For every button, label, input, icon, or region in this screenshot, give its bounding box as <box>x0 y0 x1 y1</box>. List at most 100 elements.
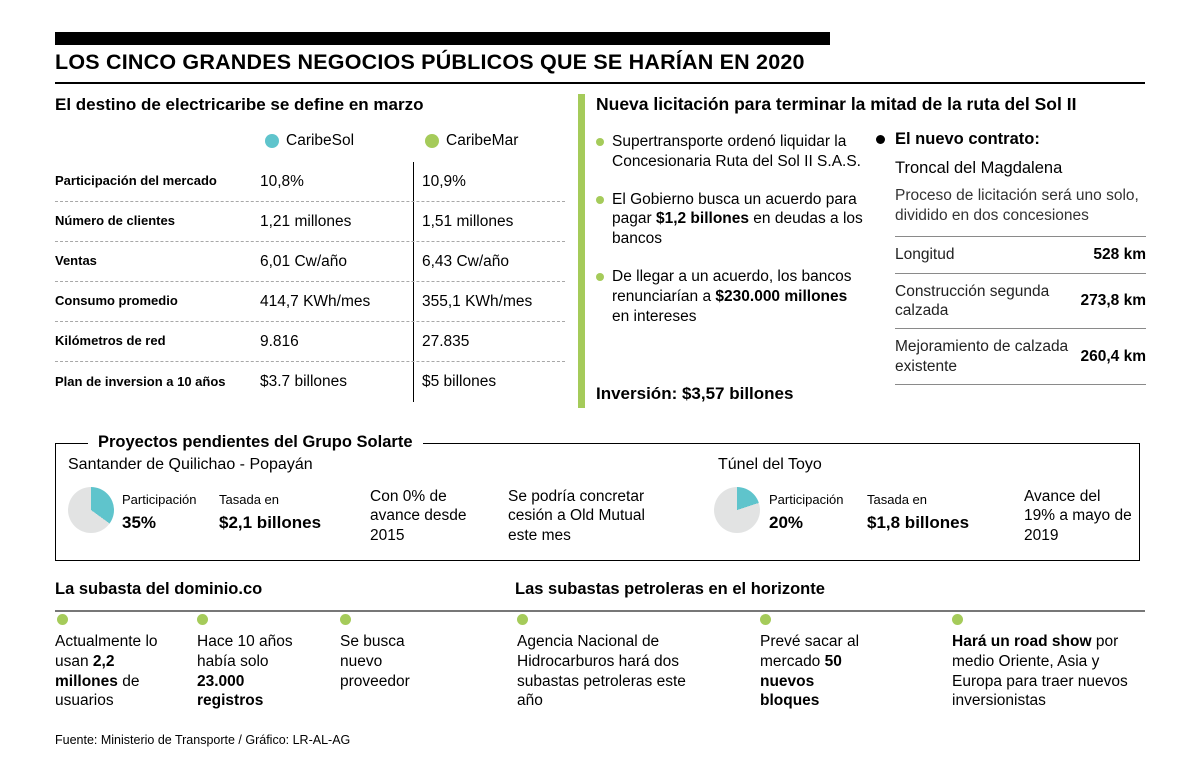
participation-label: Participación <box>122 492 197 507</box>
text-segment: El Gobierno busca un acuerdo para pagar <box>612 190 857 228</box>
text-segment: de usuarios <box>55 672 140 710</box>
timeline-item: Hará un road show por medio Oriente, Asi… <box>952 632 1150 711</box>
bullet-item: El Gobierno busca un acuerdo para pagar … <box>596 190 868 249</box>
timeline-dot <box>57 614 68 625</box>
participation-value: 35% <box>122 513 157 532</box>
text-segment: Prevé sacar al mercado <box>760 633 860 670</box>
ruta-del-sol-title: Nueva licitación para terminar la mitad … <box>596 94 1077 114</box>
project-name: Túnel del Toyo <box>718 456 822 473</box>
timeline-item: Prevé sacar al mercado 50 nuevos bloques <box>760 632 872 711</box>
text-segment: De llegar a un acuerdo, los bancos renun… <box>612 268 852 305</box>
participation-pie-chart <box>68 487 114 533</box>
caribesol-value: 10,8% <box>260 172 304 190</box>
timeline-line <box>55 610 1145 612</box>
row-label: Ventas <box>55 253 97 269</box>
ruta-del-sol-bullets: Supertransporte ordenó liquidar la Conce… <box>596 132 868 345</box>
text-segment: en intereses <box>612 307 697 325</box>
caribemar-value: 6,43 Cw/año <box>422 252 510 270</box>
table-row: Plan de inversion a 10 años $3.7 billone… <box>55 362 565 402</box>
text-segment: Agencia Nacional de Hidrocarburos hará d… <box>517 633 686 710</box>
caribesol-value: $3.7 billones <box>260 373 348 390</box>
bullet-icon <box>596 138 604 146</box>
caribesol-legend-label: CaribeSol <box>286 132 355 149</box>
page-title: LOS CINCO GRANDES NEGOCIOS PÚBLICOS QUE … <box>55 50 805 74</box>
caribemar-value: 10,9% <box>422 172 466 190</box>
caribemar-value: 1,51 millones <box>422 212 514 230</box>
participation-pie-chart <box>714 487 760 533</box>
new-contract-panel: El nuevo contrato: Troncal del Magdalena… <box>876 130 1147 386</box>
project-note: Se podría concretar cesión a Old Mutual … <box>508 488 645 544</box>
caribesol-legend-dot <box>265 134 279 148</box>
text-segment: Hace 10 años había solo <box>197 633 293 670</box>
valuation-value: $1,8 billones <box>867 513 970 532</box>
title-divider <box>55 82 1145 84</box>
text-segment: Actualmente lo usan <box>55 633 158 670</box>
bullet-icon <box>596 273 604 282</box>
row-label: Número de clientes <box>55 213 175 229</box>
contract-body: Troncal del Magdalena Proceso de licitac… <box>895 159 1147 386</box>
dominio-title: La subasta del dominio.co <box>55 580 263 598</box>
timeline-dot <box>760 614 771 625</box>
contract-row-label: Mejoramiento de calzada existente <box>895 338 1069 375</box>
contract-header: El nuevo contrato: <box>876 130 1146 149</box>
timeline-item: Se busca nuevo proveedor <box>340 632 438 691</box>
text-segment-bold: Hará un road show <box>952 633 1092 650</box>
contract-row: Construcción segunda calzada 273,8 km <box>895 274 1146 330</box>
contract-row-value: 528 km <box>1093 245 1146 263</box>
text-segment-bold: $1,2 billones <box>655 210 749 228</box>
timeline-dot <box>340 614 351 625</box>
text-segment-bold: 23.000 registros <box>197 672 264 710</box>
text-segment: por medio Oriente, Asia y Europa para tr… <box>952 633 1128 710</box>
text-segment-bold: $230.000 millones <box>715 287 848 305</box>
text-segment: Se busca nuevo proveedor <box>340 633 410 690</box>
table-row: Ventas 6,01 Cw/año 6,43 Cw/año <box>55 242 565 282</box>
caribemar-legend-label: CaribeMar <box>446 132 519 149</box>
caribesol-value: 1,21 millones <box>260 212 352 230</box>
source-credit: Fuente: Ministerio de Transporte / Gráfi… <box>55 733 351 747</box>
project-note: Con 0% de avance desde 2015 <box>370 488 467 544</box>
timeline-dot <box>197 614 208 625</box>
text-segment-bold: 2,2 millones <box>55 652 118 690</box>
contract-row-value: 273,8 km <box>1080 292 1147 310</box>
caribesol-value: 6,01 Cw/año <box>260 252 348 270</box>
row-label: Plan de inversion a 10 años <box>55 373 226 389</box>
caribesol-value: 9.816 <box>260 332 299 350</box>
contract-row: Mejoramiento de calzada existente 260,4 … <box>895 329 1147 386</box>
table-column-divider <box>413 162 414 402</box>
caribemar-value: 355,1 KWh/mes <box>422 292 533 310</box>
bullet-icon <box>876 135 885 144</box>
timeline-dot <box>952 614 963 625</box>
table-row: Consumo promedio 414,7 KWh/mes 355,1 KWh… <box>55 282 565 322</box>
timeline-item: Agencia Nacional de Hidrocarburos hará d… <box>517 632 687 711</box>
bullet-icon <box>596 195 604 204</box>
text-segment-bold: 50 nuevos bloques <box>760 652 842 710</box>
caribemar-value: 27.835 <box>422 332 470 350</box>
bullet-text: Supertransporte ordenó liquidar la Conce… <box>612 132 868 172</box>
timeline-item: Actualmente lo usan 2,2 millones de usua… <box>55 632 173 711</box>
row-label: Participación del mercado <box>55 173 217 189</box>
contract-row-label: Longitud <box>895 246 955 264</box>
green-accent-bar <box>578 94 585 408</box>
text-segment: en deudas a los bancos <box>612 210 863 248</box>
solarte-title: Proyectos pendientes del Grupo Solarte <box>88 433 423 452</box>
participation-value: 20% <box>769 513 804 532</box>
contract-row: Longitud 528 km <box>895 237 1146 274</box>
electricaribe-table: Participación del mercado 10,8% 10,9% Nú… <box>55 162 565 402</box>
text-segment: Supertransporte ordenó liquidar la Conce… <box>612 133 861 170</box>
caribesol-value: 414,7 KWh/mes <box>260 292 371 310</box>
contract-title: El nuevo contrato: <box>895 130 1040 148</box>
valuation-label: Tasada en <box>219 492 279 507</box>
contract-name: Troncal del Magdalena <box>895 159 1063 177</box>
bullet-text: De llegar a un acuerdo, los bancos renun… <box>612 267 868 326</box>
electricaribe-title: El destino de electricaribe se define en… <box>55 95 424 114</box>
solarte-box <box>55 443 1140 561</box>
contract-row-value: 260,4 km <box>1080 347 1147 365</box>
petroleras-title: Las subastas petroleras en el horizonte <box>515 580 825 598</box>
project-name: Santander de Quilichao - Popayán <box>68 456 313 473</box>
table-row: Kilómetros de red 9.816 27.835 <box>55 322 565 362</box>
project-note: Avance del 19% a mayo de 2019 <box>1024 488 1132 544</box>
timeline-dot <box>517 614 528 625</box>
contract-row-label: Construcción segunda calzada <box>895 282 1050 320</box>
table-row: Participación del mercado 10,8% 10,9% <box>55 162 565 202</box>
bullet-item: Supertransporte ordenó liquidar la Conce… <box>596 132 868 172</box>
